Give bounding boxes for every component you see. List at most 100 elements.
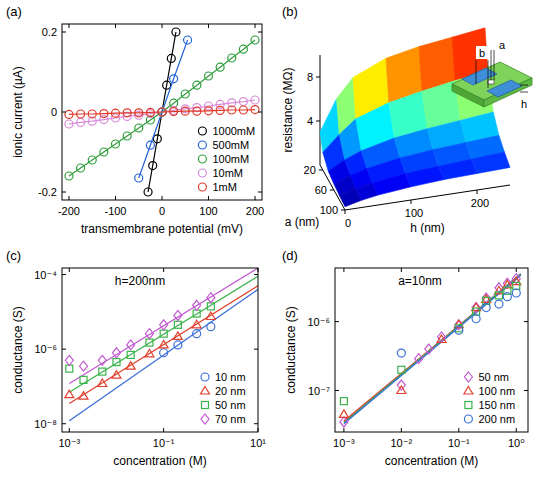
a-tick-label: 100 (320, 204, 338, 216)
data-point (172, 28, 180, 36)
data-point (135, 124, 143, 132)
z-tick-label: 8 (307, 71, 313, 83)
dimension-line (520, 92, 528, 93)
data-point (100, 148, 108, 156)
dimension-line (491, 50, 492, 80)
data-point (228, 54, 236, 62)
y-tick (62, 349, 66, 350)
dimension-line (488, 60, 489, 88)
x-tick (458, 268, 459, 272)
data-point (181, 107, 189, 115)
x-tick-label: 10⁻¹ (153, 437, 175, 449)
data-point (228, 106, 236, 114)
fit-line (69, 268, 258, 383)
data-point (193, 81, 201, 89)
data-point (482, 304, 490, 312)
legend-marker (198, 155, 206, 163)
y-tick (62, 112, 66, 113)
y-tick (524, 390, 528, 391)
x-tick (68, 196, 69, 200)
data-point (88, 156, 96, 164)
membrane-side (452, 84, 484, 107)
x-tick (115, 24, 116, 28)
data-point (98, 379, 107, 387)
surface-cell (438, 159, 477, 180)
data-point (160, 320, 168, 330)
x-tick (69, 428, 70, 432)
data-point (65, 110, 73, 118)
data-point (113, 359, 120, 366)
h-axis-title: h (nm) (410, 221, 445, 235)
data-point (173, 332, 182, 340)
x-tick (255, 196, 256, 200)
panel-label: (a) (6, 4, 22, 19)
data-point (160, 330, 167, 337)
data-point (127, 351, 134, 358)
y-tick (258, 112, 262, 113)
data-point (145, 349, 154, 357)
a-tick-label: 60 (315, 184, 327, 196)
legend-label: 100 nm (478, 385, 515, 397)
data-point (174, 310, 182, 320)
y-tick-label: 10⁻⁸ (34, 418, 57, 430)
h-tick (345, 210, 346, 214)
data-point (153, 135, 161, 143)
data-point (207, 303, 214, 310)
data-point (495, 292, 502, 299)
data-point (135, 109, 143, 117)
data-point (193, 330, 201, 338)
data-point (174, 341, 182, 349)
y-tick (254, 349, 258, 350)
data-point (415, 354, 423, 364)
data-point (193, 300, 201, 310)
data-point (80, 361, 88, 371)
data-point (181, 90, 189, 98)
dimension-line (494, 50, 495, 80)
data-point (159, 340, 168, 348)
legend-label: 150 nm (478, 399, 515, 411)
x-tick (68, 24, 69, 28)
y-tick (335, 321, 339, 322)
data-point (145, 329, 153, 339)
legend-label: 500mM (212, 139, 249, 151)
h-tick-label: 0 (345, 217, 351, 229)
data-point (163, 81, 171, 89)
data-point (503, 293, 511, 301)
data-point (340, 417, 348, 427)
fit-line (69, 289, 258, 420)
x-tick-label: 10⁻¹ (448, 437, 470, 449)
fit-line (69, 276, 258, 392)
data-point (207, 293, 215, 303)
data-layer (339, 273, 520, 426)
data-point (111, 109, 119, 117)
x-tick (343, 268, 344, 272)
dimension-line (520, 85, 528, 86)
plot-frame (62, 24, 262, 200)
data-point (65, 390, 74, 398)
data-point (495, 300, 503, 308)
y-axis-title: ionic current (µA) (11, 66, 25, 158)
series-line (69, 100, 255, 124)
surface-cell (471, 152, 510, 174)
x-tick (162, 24, 163, 28)
x-axis-title: concentration (M) (113, 454, 206, 468)
panel: 10⁻³10⁻²10⁻¹10⁰10⁻⁷10⁻⁶concentration (M)… (282, 248, 528, 468)
data-point (473, 308, 480, 315)
data-point (193, 107, 201, 115)
data-point (455, 326, 463, 334)
legend-marker (198, 127, 206, 135)
data-point (251, 106, 259, 114)
data-point (127, 340, 135, 350)
legend-marker (465, 402, 472, 409)
x-tick-label: 10⁻³ (58, 437, 80, 449)
legend-marker (464, 372, 472, 382)
data-point (239, 106, 247, 114)
inset: bah (452, 38, 532, 110)
legend-marker (201, 373, 209, 381)
x-tick (163, 428, 164, 432)
x-tick-label: 10⁰ (508, 437, 525, 449)
data-point (482, 293, 490, 303)
legend: 10 nm20 nm50 nm70 nm (201, 371, 246, 425)
x-tick-label: 10⁻² (390, 437, 412, 449)
data-point (397, 349, 405, 357)
